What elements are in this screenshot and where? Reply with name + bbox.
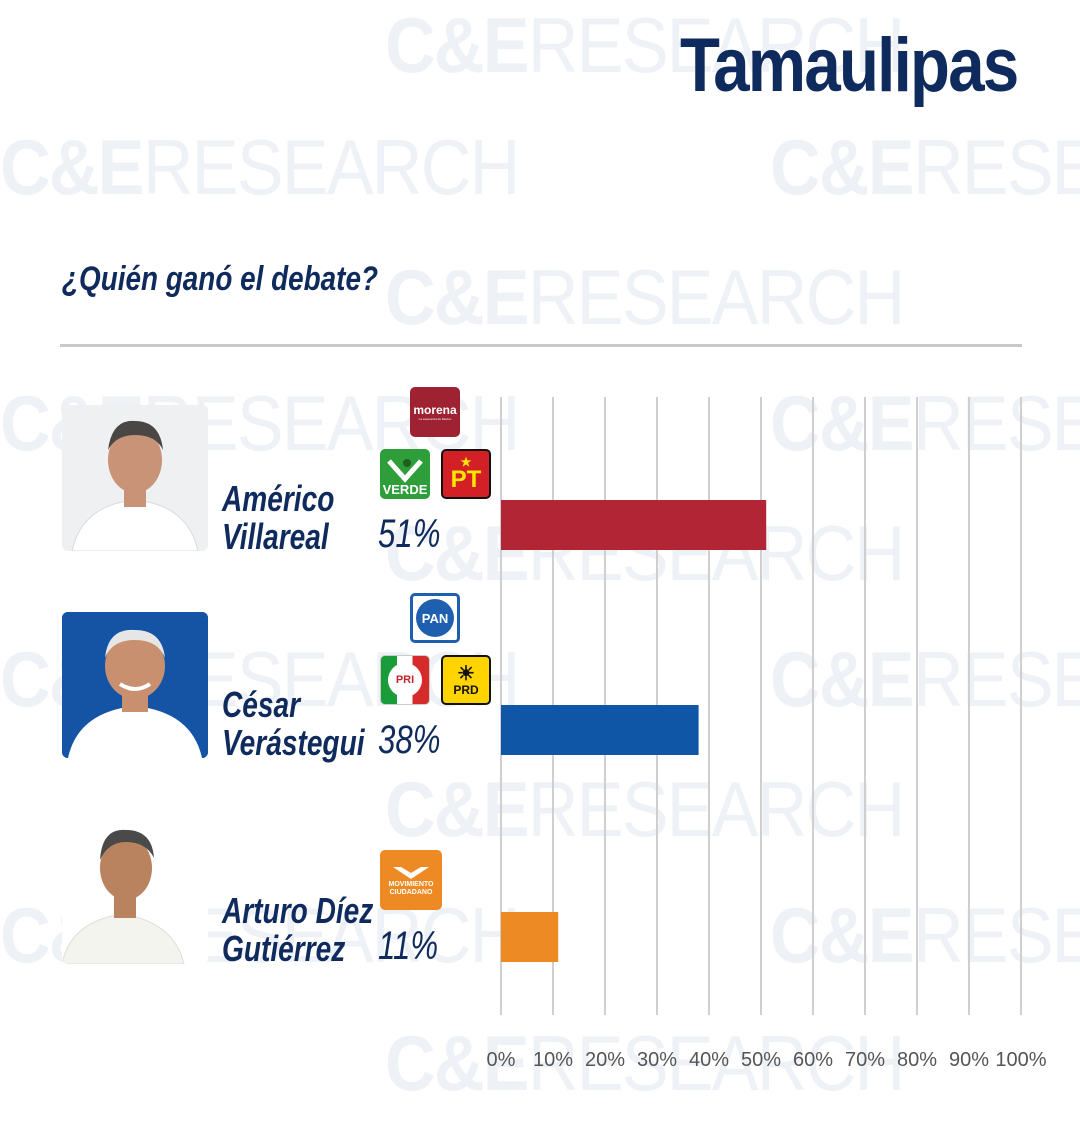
header-divider — [60, 344, 1022, 347]
x-tick-label: 40% — [689, 1049, 729, 1071]
watermark: C&ERESEARCH — [385, 1, 905, 89]
candidate-photo-arturo — [62, 818, 208, 964]
x-tick-label: 0% — [487, 1049, 516, 1071]
x-tick-label: 30% — [637, 1049, 677, 1071]
watermark: C&ERESEARCH — [770, 123, 1080, 211]
movimiento-ciudadano-logo: MOVIMIENTO CIUDADANO — [380, 850, 442, 910]
pvem-logo: VERDE — [380, 449, 430, 499]
x-tick-label: 10% — [533, 1049, 573, 1071]
x-tick-label: 80% — [897, 1049, 937, 1071]
x-tick-label: 100% — [995, 1049, 1046, 1071]
prd-logo: ☀ PRD — [441, 655, 491, 705]
chart-question: ¿Quién ganó el debate? — [62, 260, 379, 298]
x-tick-label: 60% — [793, 1049, 833, 1071]
candidate-name-americo: Américo Villareal — [222, 478, 335, 557]
pan-logo: PAN — [410, 593, 460, 643]
bar-2 — [501, 705, 699, 755]
bar-3 — [501, 912, 559, 962]
candidate-photo-americo — [62, 405, 208, 551]
bar-1 — [501, 500, 767, 550]
pt-logo: ★ PT — [441, 449, 491, 499]
watermark: C&ERESEARCH — [385, 1019, 905, 1107]
watermark: C&ERESEARCH — [770, 891, 1080, 979]
candidate-name-arturo: Arturo Díez Gutiérrez — [222, 890, 374, 969]
candidate-pct-americo: 51% — [378, 512, 441, 556]
x-tick-label: 70% — [845, 1049, 885, 1071]
pri-logo: PRI — [380, 655, 430, 705]
watermark: C&ERESEARCH — [0, 123, 520, 211]
candidate-pct-arturo: 11% — [378, 924, 439, 968]
watermark: C&ERESEARCH — [385, 253, 905, 341]
watermark: C&ERESEARCH — [770, 379, 1080, 467]
x-tick-label: 20% — [585, 1049, 625, 1071]
candidate-photo-cesar — [62, 612, 208, 758]
candidate-pct-cesar: 38% — [378, 718, 441, 762]
x-tick-label: 50% — [741, 1049, 781, 1071]
candidate-name-cesar: César Verástegui — [222, 684, 365, 763]
page-title: Tamaulipas — [680, 23, 1019, 108]
watermark: C&ERESEARCH — [770, 635, 1080, 723]
morena-logo: morena La esperanza de México — [410, 387, 460, 437]
watermark: C&ERESEARCH — [385, 765, 905, 853]
x-tick-label: 90% — [949, 1049, 989, 1071]
